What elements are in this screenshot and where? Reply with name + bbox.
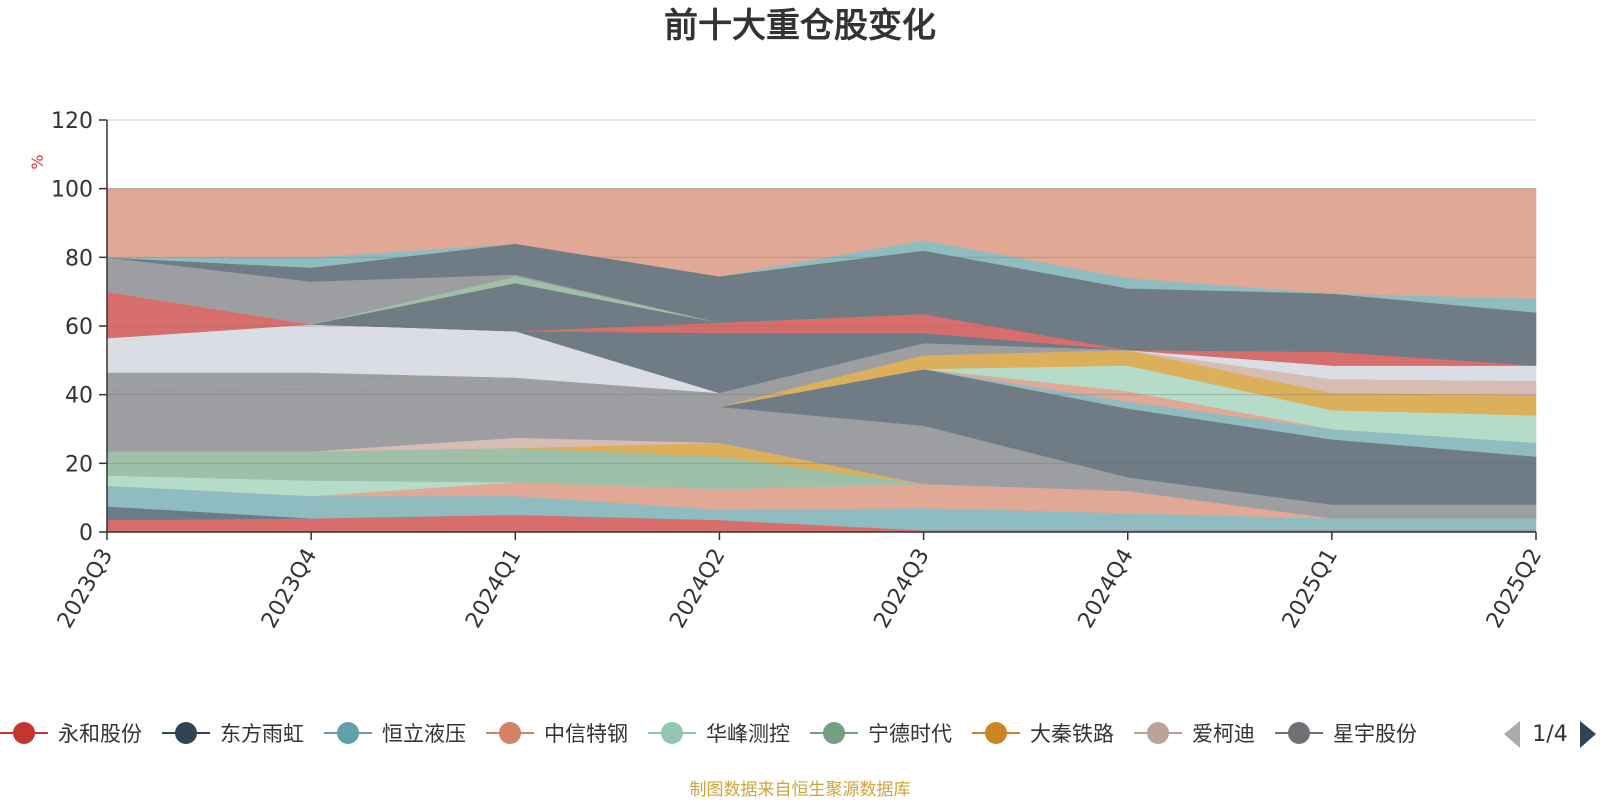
y-tick-label: 40 [65,384,93,409]
y-tick-label: 80 [65,246,93,271]
legend-item[interactable]: 东方雨虹 [162,722,304,746]
legend-label: 宁德时代 [868,722,952,746]
legend-marker [985,722,1007,744]
legend-marker [499,722,521,744]
legend-item[interactable]: 星宇股份 [1275,722,1417,746]
chart-title: 前十大重仓股变化 [664,6,936,46]
source-footer: 制图数据来自恒生聚源数据库 [690,780,911,800]
legend-label: 东方雨虹 [220,722,304,746]
legend-marker [337,722,359,744]
legend-marker [1147,722,1169,744]
legend-label: 大秦铁路 [1030,722,1114,746]
legend-label: 爱柯迪 [1192,722,1255,746]
gridlines [107,119,1536,464]
y-axis-unit: % [28,154,47,169]
legend-marker [175,722,197,744]
legend-label: 永和股份 [58,722,142,746]
x-tick-label: 2023Q3 [53,545,118,633]
legend-item[interactable]: 大秦铁路 [972,722,1114,746]
legend-item[interactable]: 恒立液压 [324,722,466,746]
x-tick-label: 2024Q1 [461,545,526,633]
x-tick-label: 2024Q4 [1074,545,1139,633]
x-tick-label: 2025Q1 [1278,545,1343,633]
y-tick-label: 20 [65,452,93,477]
legend-next-arrow-icon[interactable] [1580,721,1596,748]
legend-item[interactable]: 永和股份 [0,722,142,746]
legend-label: 中信特钢 [544,722,628,746]
legend-marker [823,722,845,744]
y-tick-label: 60 [65,315,93,340]
legend-label: 星宇股份 [1333,722,1417,746]
legend-page-indicator: 1/4 [1532,722,1567,747]
x-tick-label: 2024Q2 [665,545,730,633]
y-tick-label: 100 [51,178,93,203]
legend-item[interactable]: 宁德时代 [810,722,952,746]
legend-label: 恒立液压 [382,722,466,746]
area-band-25 [106,188,1537,299]
legend-label: 华峰测控 [706,722,790,746]
legend-item[interactable]: 华峰测控 [648,722,790,746]
y-axis-ticks: 0 20 40 60 80 100 120 [51,109,107,546]
x-tick-label: 2023Q4 [257,545,322,633]
x-tick-label: 2025Q2 [1482,545,1547,633]
x-tick-label: 2024Q3 [869,545,934,633]
legend-marker [13,722,35,744]
legend-prev-arrow-icon[interactable] [1504,721,1520,748]
y-tick-label: 120 [51,109,93,134]
legend-pager: 1/4 [1504,721,1596,748]
legend: 永和股份 东方雨虹 恒立液压 中信特钢 华峰测控 宁德时代 大秦铁路 爱柯迪 星宇股份 [0,722,1417,746]
legend-item[interactable]: 中信特钢 [486,722,628,746]
area-series-group [106,188,1537,533]
legend-item[interactable]: 爱柯迪 [1134,722,1255,746]
legend-marker [1288,722,1310,744]
legend-marker [661,722,683,744]
x-axis-ticks: 2023Q3 2023Q4 2024Q1 2024Q2 2024Q3 2024Q4 2025… [53,532,1547,633]
y-tick-label: 0 [79,521,93,546]
